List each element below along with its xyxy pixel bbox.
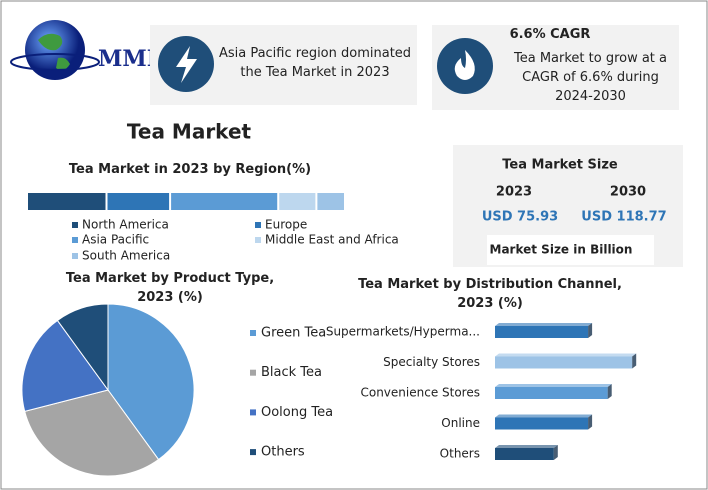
pie-slice [24,389,160,477]
bar [495,448,554,460]
pie-slice [107,303,195,461]
legend-swatch [250,369,256,376]
bar [495,356,633,369]
legend-label: Oolong Tea [261,405,333,420]
legend-label: Others [261,445,305,460]
bar [495,326,589,338]
stack-segment [28,193,106,210]
legend-label: Middle East and Africa [265,233,399,247]
bar [495,417,589,430]
category-label: Online [441,416,480,430]
bar-top [495,323,593,326]
page-title: Tea Market [127,120,252,144]
legend-swatch [72,222,78,228]
bar-side [588,323,593,338]
market-value: USD 75.93 [482,210,558,225]
stack-segment [317,193,344,210]
legend-swatch [255,237,261,243]
category-label: Specialty Stores [383,355,480,369]
stack-segment [107,193,170,210]
chart-title: Tea Market in 2023 by Region(%) [68,162,312,177]
legend-swatch [250,409,256,416]
category-label: Supermarkets/Hyperma... [326,325,480,339]
legend-label: North America [82,218,169,232]
market-size-title: Tea Market Size [502,158,618,173]
highlight-text: Tea Market to grow at a CAGR of 6.6% dur… [513,51,668,104]
bar [495,387,608,399]
year: 2030 [610,185,646,200]
legend-label: Green Tea [261,326,326,341]
legend-swatch [72,237,78,243]
legend-label: Europe [265,218,307,232]
bar-side [588,414,593,430]
legend-label: South America [82,249,170,263]
note-box [487,235,654,265]
bar-top [495,353,637,357]
legend-swatch [72,253,78,259]
flame-icon [454,50,475,80]
chart-title: Tea Market by Product Type, 2023 (%) [65,271,275,305]
bar-side [553,445,558,460]
bar-side [607,384,612,399]
market-note: Market Size in Billion [490,243,633,257]
highlight-text: Asia Pacific region dominated the Tea Ma… [218,46,412,80]
legend-swatch [255,222,261,228]
legend-swatch [250,449,256,456]
bar-top [495,445,558,448]
category-label: Convenience Stores [360,386,480,400]
icon [437,38,493,94]
highlight-title: 6.6% CAGR [509,27,591,42]
legend-label: Black Tea [261,365,322,380]
pie-slice [56,303,109,392]
category-label: Others [440,447,480,461]
bolt-icon [176,46,197,83]
stack-segment [279,193,316,210]
logo-ring [10,53,100,71]
bar-top [495,414,593,418]
bar-side [632,353,637,369]
market-value: USD 118.77 [581,210,666,225]
legend-swatch [250,330,256,336]
chart-title: Tea Market by Distribution Channel, 2023… [358,277,622,311]
logo-land [38,33,70,71]
stack-segment [171,193,278,210]
year: 2023 [496,185,532,200]
pie-slice [21,319,109,412]
bar-top [495,384,612,387]
legend-label: Asia Pacific [82,233,149,247]
